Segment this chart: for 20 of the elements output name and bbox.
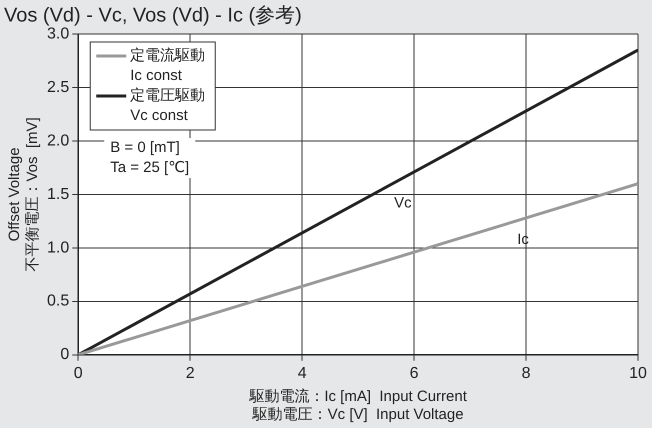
x-tick-label: 6 (410, 364, 419, 382)
y-tick-label: 2.5 (46, 78, 70, 96)
x-tick-label: 4 (298, 364, 307, 382)
y-tick-label: 1.5 (46, 186, 70, 203)
y-tick-label: 1.0 (46, 239, 70, 256)
x-tick-label: 0 (74, 364, 83, 382)
chart-title: Vos (Vd) - Vc, Vos (Vd) - Ic (参考) (4, 4, 302, 27)
annotation: Vc (394, 194, 412, 212)
y-tick-label: 3.0 (46, 25, 70, 42)
x-tick-label: 10 (629, 364, 647, 382)
legend-label: 定電流駆動 Ic const (130, 47, 206, 84)
y-tick-label: 0.5 (46, 292, 70, 310)
x-tick-label: 8 (522, 364, 531, 382)
y-tick-label: 2.0 (46, 132, 70, 150)
x-tick-label: 2 (186, 364, 195, 382)
y-axis-title: Offset Voltage 不平衡電圧：Vos [mV] (6, 117, 42, 272)
y-tick-label: 0 (60, 346, 70, 364)
x-axis-title: 駆動電流：Ic [mA] Input Current 駆動電圧：Vc [V] Input Voltage (248, 388, 468, 424)
legend-label: 定電圧駆動 Vc const (130, 87, 206, 124)
annotation: B = 0 [mT] Ta = 25 [℃] (110, 139, 190, 176)
